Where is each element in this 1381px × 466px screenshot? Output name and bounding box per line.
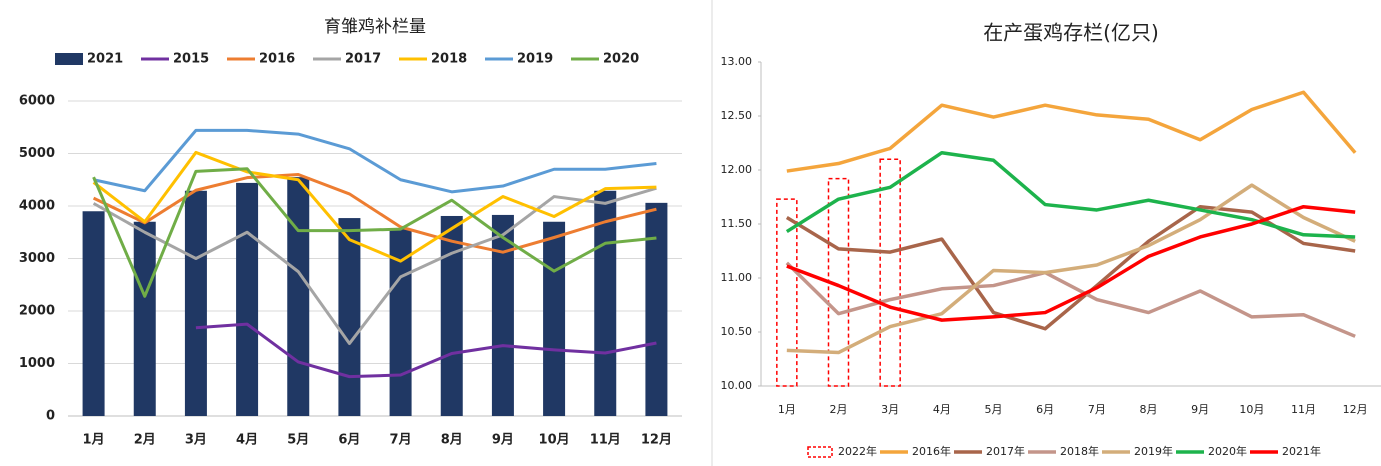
x-tick-label: 2月 [830, 403, 848, 416]
x-tick-label: 8月 [1140, 403, 1158, 416]
x-tick-label: 3月 [881, 403, 899, 416]
legend-swatch [807, 446, 833, 458]
x-tick-label: 6月 [1036, 403, 1054, 416]
legend-swatch [55, 53, 83, 65]
bar [236, 182, 259, 416]
x-tick-label: 6月 [338, 433, 360, 448]
bar [82, 211, 105, 416]
x-tick-label: 12月 [641, 433, 672, 448]
bar [287, 177, 310, 416]
line [92, 150, 657, 263]
legend-label: 2018年 [1060, 444, 1099, 458]
x-tick-label: 9月 [1191, 403, 1209, 416]
bar [776, 198, 798, 387]
legend-label: 2017 [345, 52, 381, 67]
line [195, 322, 657, 379]
legend-label: 2019年 [1134, 444, 1173, 458]
right-chart: 在产蛋鸡存栏(亿只) 10.00 10.50 11.00 11.50 12.00 12.50… [721, 21, 1381, 458]
x-tick-label: 7月 [390, 433, 412, 448]
bar [491, 214, 514, 416]
y-tick-label: 2000 [19, 304, 55, 319]
x-tick-label: 2月 [134, 433, 156, 448]
x-tick-label: 11月 [590, 433, 621, 448]
y-tick-label: 13.00 [721, 55, 753, 68]
y-tick-label: 10.50 [721, 325, 753, 338]
x-tick-label: 9月 [492, 433, 514, 448]
legend-label: 2016年 [912, 444, 951, 458]
x-tick-label: 10月 [1239, 403, 1264, 416]
legend-label: 2016 [259, 52, 295, 67]
left-chart: 育雏鸡补栏量 0 1000 2000 3000 4000 5000 6000 1月 2月 3月 4月 5… [19, 17, 682, 448]
legend-label: 2017年 [986, 444, 1025, 458]
bar [645, 202, 668, 416]
chart-title: 育雏鸡补栏量 [324, 17, 426, 37]
x-tick-label: 5月 [287, 433, 309, 448]
line [785, 204, 1356, 331]
y-tick-label: 12.00 [721, 163, 753, 176]
x-tick-label: 5月 [985, 403, 1003, 416]
x-tick-label: 4月 [933, 403, 951, 416]
legend-label: 2020年 [1208, 444, 1247, 458]
y-tick-label: 4000 [19, 199, 55, 214]
y-tick-label: 11.00 [721, 271, 753, 284]
line [786, 204, 1356, 322]
line [92, 186, 657, 346]
legend-label: 2015 [173, 52, 209, 67]
line [92, 167, 657, 298]
x-tick-label: 10月 [539, 433, 570, 448]
x-tick-label: 11月 [1291, 403, 1316, 416]
y-tick-label: 6000 [19, 94, 55, 109]
bar [440, 215, 463, 416]
bar [184, 190, 207, 416]
x-tick-label: 4月 [236, 433, 258, 448]
bar [133, 221, 156, 416]
legend-label: 2020 [603, 52, 639, 67]
x-tick-label: 3月 [185, 433, 207, 448]
bar [338, 218, 361, 416]
y-tick-label: 5000 [19, 146, 55, 161]
legend-label: 2022年 [838, 444, 877, 458]
legend-label: 2018 [431, 52, 467, 67]
line [786, 183, 1356, 355]
legend-label: 2019 [517, 52, 553, 67]
y-tick-label: 0 [46, 409, 55, 424]
chart-title: 在产蛋鸡存栏(亿只) [983, 21, 1159, 45]
x-tick-label: 12月 [1343, 403, 1368, 416]
legend-label: 2021 [87, 52, 123, 67]
line [786, 90, 1357, 173]
legend-label: 2021年 [1282, 444, 1321, 458]
y-tick-label: 10.00 [721, 379, 753, 392]
bar [543, 221, 566, 416]
x-tick-label: 1月 [778, 403, 796, 416]
y-tick-label: 1000 [19, 356, 55, 371]
bar [879, 158, 901, 387]
y-tick-label: 12.50 [721, 109, 753, 122]
y-tick-label: 3000 [19, 251, 55, 266]
x-tick-label: 1月 [83, 433, 105, 448]
x-tick-label: 8月 [441, 433, 463, 448]
x-tick-label: 7月 [1088, 403, 1106, 416]
line [93, 128, 657, 194]
y-tick-label: 11.50 [721, 217, 753, 230]
